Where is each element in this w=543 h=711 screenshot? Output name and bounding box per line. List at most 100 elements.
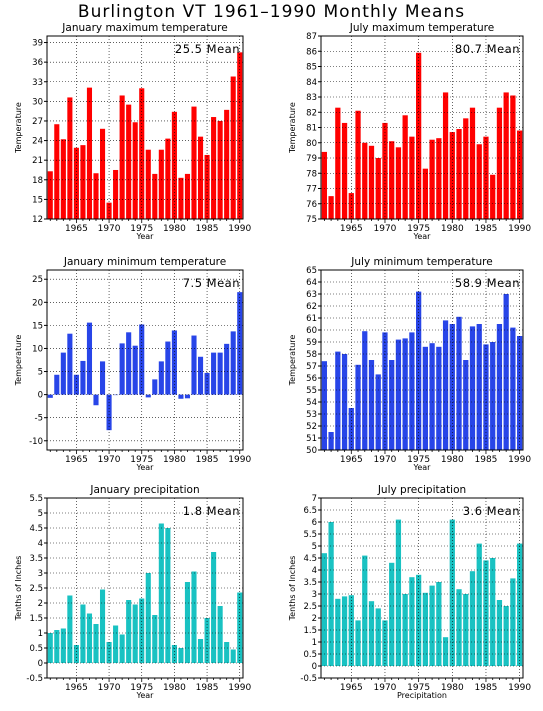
bar xyxy=(395,519,402,666)
bar xyxy=(483,344,489,450)
x-axis-label: Year xyxy=(413,463,432,472)
x-tick-label: 1965 xyxy=(65,455,88,465)
bar xyxy=(230,76,236,220)
bar xyxy=(510,95,516,219)
bar xyxy=(145,149,151,219)
x-tick-label: 1965 xyxy=(65,683,88,693)
y-tick-label: 3 xyxy=(312,590,317,600)
y-tick-label: 15 xyxy=(32,195,43,205)
y-tick-label: 33 xyxy=(32,78,43,88)
x-tick-label: 1975 xyxy=(130,455,153,465)
bar xyxy=(60,139,66,219)
y-tick-label: 5 xyxy=(38,368,43,378)
x-tick-label: 1970 xyxy=(98,224,121,234)
bar xyxy=(362,331,368,450)
bar xyxy=(382,122,388,219)
x-axis-label: Year xyxy=(136,463,155,472)
bar xyxy=(60,352,66,395)
bar xyxy=(197,639,204,663)
bar xyxy=(469,107,476,219)
x-tick-label: 1965 xyxy=(340,224,363,234)
y-tick-label: 60 xyxy=(306,326,317,336)
bar xyxy=(99,361,106,395)
y-tick-label: 20 xyxy=(32,298,43,308)
y-tick-label: 65 xyxy=(306,266,317,276)
x-tick-label: 1970 xyxy=(374,224,397,234)
bar xyxy=(158,523,164,663)
x-tick-label: 1990 xyxy=(228,683,251,693)
y-tick-label: 53 xyxy=(306,410,317,420)
x-tick-label: 1975 xyxy=(130,683,153,693)
y-tick-label: 25 xyxy=(32,275,43,285)
bar xyxy=(429,139,435,219)
bar xyxy=(375,374,381,450)
bar xyxy=(165,528,171,663)
chart-title: July minimum temperature xyxy=(350,256,492,268)
bar xyxy=(217,606,223,663)
x-tick-label: 1965 xyxy=(340,683,363,693)
bar xyxy=(171,330,177,395)
y-tick-label: 63 xyxy=(306,290,317,300)
bar xyxy=(230,331,236,395)
bar xyxy=(178,177,184,219)
y-tick-label: 54 xyxy=(306,398,317,408)
bar xyxy=(490,558,496,666)
x-tick-label: 1990 xyxy=(508,683,531,693)
bar xyxy=(119,343,125,395)
y-tick-label: 78 xyxy=(306,169,317,179)
y-tick-label: 39 xyxy=(32,39,43,49)
bar xyxy=(178,394,184,399)
chart-panel-5: January precipitation -0.5 0 0.5 1 1.5 2 2.5 3 3.… xyxy=(14,484,251,700)
chart-panel-2: July maximum temperature 75 76 77 78 79 80 81 82… xyxy=(288,22,531,241)
y-tick-label: 0.5 xyxy=(303,650,317,660)
mean-annotation: 25.5 Mean xyxy=(175,42,240,56)
bar xyxy=(119,95,125,219)
x-tick-label: 1980 xyxy=(163,455,186,465)
x-axis-label: Precipitation xyxy=(397,691,447,700)
bar xyxy=(67,333,73,395)
plot-frame xyxy=(46,269,244,451)
y-axis-label: Temperature xyxy=(288,335,297,387)
chart-title: January maximum temperature xyxy=(61,22,227,34)
y-tick-label: 57 xyxy=(306,362,317,372)
x-tick-label: 1990 xyxy=(228,455,251,465)
bar xyxy=(47,394,53,398)
bar xyxy=(178,648,184,663)
bar xyxy=(321,553,327,666)
bar xyxy=(503,606,509,666)
bar xyxy=(158,149,164,219)
bar xyxy=(496,600,503,666)
x-tick-label: 1965 xyxy=(65,224,88,234)
bar xyxy=(184,582,191,663)
bar xyxy=(503,92,509,219)
y-tick-label: 4 xyxy=(38,539,43,549)
x-tick-label: 1970 xyxy=(98,455,121,465)
bar xyxy=(86,87,93,219)
bar xyxy=(382,620,388,666)
y-tick-label: 79 xyxy=(306,154,317,164)
y-tick-label: 3.5 xyxy=(29,554,43,564)
y-tick-label: -0.5 xyxy=(300,674,317,684)
y-tick-label: 86 xyxy=(306,47,317,57)
y-axis-label: Tenths of Inches xyxy=(288,556,297,622)
chart-title: July maximum temperature xyxy=(349,22,494,34)
bar xyxy=(389,360,395,450)
x-tick-label: 1975 xyxy=(407,683,430,693)
bar xyxy=(382,332,388,450)
bar xyxy=(510,327,516,450)
y-tick-label: 4.5 xyxy=(29,524,43,534)
y-tick-label: 10 xyxy=(32,344,43,354)
x-tick-label: 1990 xyxy=(508,224,531,234)
bar xyxy=(139,324,145,395)
bar xyxy=(99,589,106,663)
bar xyxy=(442,92,449,219)
y-tick-label: 5 xyxy=(312,542,317,552)
chart-title: January precipitation xyxy=(89,484,199,496)
y-tick-label: 51 xyxy=(306,434,317,444)
chart-panel-3: January minimum temperature -10 -5 0 5 10 15 20… xyxy=(14,256,251,472)
bar xyxy=(416,574,422,666)
bar xyxy=(402,338,408,450)
bar xyxy=(517,543,523,666)
bar xyxy=(126,600,132,663)
